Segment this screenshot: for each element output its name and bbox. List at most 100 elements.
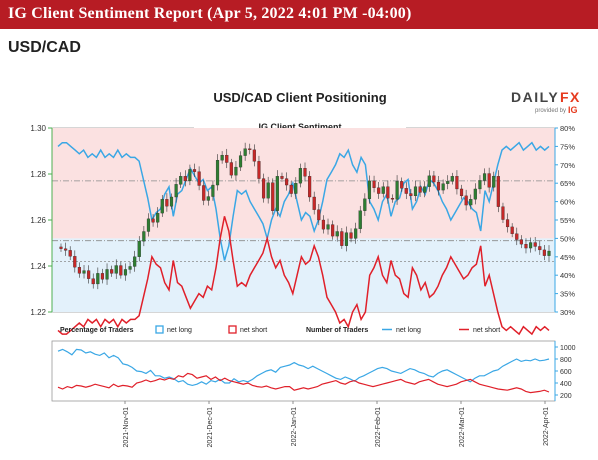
candle-body	[367, 180, 372, 199]
candle-body	[413, 186, 418, 197]
legend-percentage-title: Percentage of Traders	[60, 327, 134, 334]
positioning-chart: USD/CAD Client Positioning DAILY FX prov…	[30, 89, 581, 448]
candle-body	[261, 178, 266, 199]
percent-tick-label: 75%	[560, 142, 575, 151]
candle-body	[533, 242, 537, 247]
candle-body	[482, 173, 487, 181]
percent-tick-label: 50%	[560, 234, 575, 243]
candle-body	[68, 250, 72, 257]
candle-body	[381, 186, 385, 194]
candle-body	[248, 148, 252, 150]
long-majority-zone	[52, 238, 555, 312]
date-tick-label: 2022-Mar-01	[459, 407, 466, 447]
price-tick-label: 1.30	[30, 124, 46, 133]
candle-body	[169, 196, 174, 207]
legend-pct-short-swatch	[228, 325, 237, 334]
candle-body	[252, 149, 256, 162]
candle-body	[220, 154, 224, 161]
candle-body	[238, 155, 243, 168]
candle-body	[436, 181, 441, 191]
candle-body	[312, 196, 316, 210]
percent-tick-label: 45%	[560, 253, 575, 262]
percent-tick-label: 55%	[560, 216, 575, 225]
candle-body	[446, 181, 450, 184]
candle-body	[344, 232, 349, 246]
percent-tick-label: 40%	[560, 271, 575, 280]
candle-body	[510, 226, 514, 234]
candle-body	[386, 186, 390, 199]
candle-body	[354, 228, 358, 239]
candle-body	[538, 246, 542, 251]
candle-body	[308, 176, 312, 198]
dailyfx-logo: DAILY FX provided by IG	[511, 89, 581, 115]
legend-percentage: Percentage of Traders net long net short	[60, 325, 267, 334]
candle-body	[298, 168, 302, 184]
traders-tick-label: 800	[560, 357, 572, 364]
candle-body	[455, 176, 459, 190]
candle-body	[123, 269, 128, 276]
date-tick-label: 2021-Nov-01	[123, 407, 130, 448]
candle-body	[73, 256, 77, 268]
traders-tick-label: 600	[560, 369, 572, 376]
candle-body	[142, 231, 146, 242]
candle-body	[197, 171, 201, 186]
candle-body	[501, 206, 505, 220]
candle-body	[303, 168, 307, 177]
candle-body	[114, 265, 118, 274]
candle-body	[128, 266, 132, 270]
candle-body	[349, 232, 353, 239]
logo-brand-b: FX	[560, 89, 581, 105]
date-tick-label: 2022-Feb-01	[375, 407, 382, 447]
report-title: IG Client Sentiment Report (Apr 5, 2022 …	[8, 5, 412, 22]
candle-body	[160, 199, 164, 214]
candle-body	[464, 195, 468, 206]
candle-body	[524, 243, 528, 249]
candle-body	[275, 176, 279, 211]
traders-tick-label: 1000	[560, 345, 576, 352]
percent-tick-label: 60%	[560, 198, 575, 207]
candle-body	[82, 270, 86, 274]
candle-body	[423, 186, 427, 193]
candle-body	[243, 148, 247, 156]
candle-body	[179, 176, 183, 185]
candle-body	[156, 212, 160, 223]
currency-pair-label: USD/CAD	[8, 39, 81, 56]
candle-body	[363, 198, 367, 211]
candle-body	[215, 160, 220, 186]
candle-body	[441, 183, 445, 191]
candle-body	[77, 266, 81, 274]
price-tick-label: 1.28	[30, 170, 46, 179]
candle-body	[266, 182, 270, 199]
percent-tick-label: 30%	[560, 308, 575, 317]
candle-body	[340, 231, 344, 246]
candle-body	[317, 209, 321, 221]
candle-body	[151, 218, 155, 223]
chart-subtitle: IG Client Sentiment	[258, 122, 341, 132]
traders-tick-label: 200	[560, 393, 572, 400]
candle-body	[271, 182, 275, 211]
candle-body	[146, 218, 151, 232]
traders-tick-label: 400	[560, 381, 572, 388]
chart-title: USD/CAD Client Positioning	[213, 90, 386, 105]
percent-tick-label: 65%	[560, 179, 575, 188]
candle-body	[105, 269, 109, 280]
candle-body	[211, 184, 215, 197]
candle-body	[165, 199, 169, 207]
candle-body	[450, 176, 454, 182]
candle-body	[183, 176, 187, 182]
chart-panel: USD/CAD Client Positioning DAILY FX prov…	[8, 70, 590, 455]
candle-body	[377, 187, 381, 194]
candle-body	[547, 250, 551, 256]
candle-body	[505, 219, 510, 228]
candle-body	[202, 185, 206, 201]
candle-body	[229, 162, 233, 176]
candle-body	[59, 246, 63, 249]
candle-body	[257, 161, 261, 179]
candle-body	[400, 181, 404, 189]
candle-body	[404, 188, 408, 194]
legend-number-title: Number of Traders	[306, 327, 368, 334]
legend-number: Number of Traders net long net short	[306, 327, 500, 334]
price-tick-label: 1.24	[30, 262, 46, 271]
candle-body	[225, 154, 229, 163]
report-header: IG Client Sentiment Report (Apr 5, 2022 …	[0, 0, 598, 29]
